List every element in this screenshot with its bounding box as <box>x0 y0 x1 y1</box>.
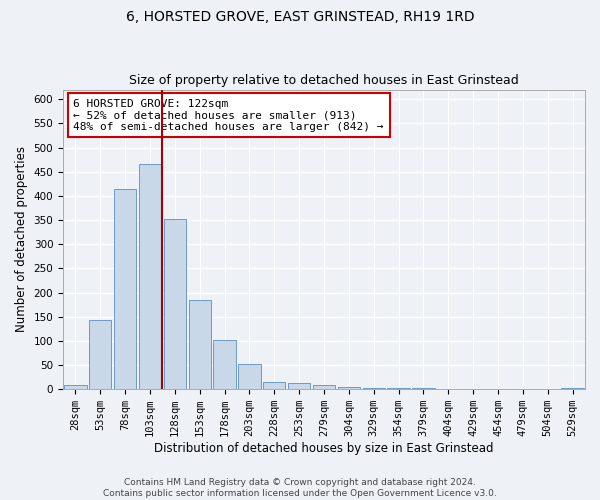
Bar <box>288 384 310 389</box>
Bar <box>313 385 335 389</box>
Bar <box>214 340 236 389</box>
Bar <box>388 388 410 389</box>
Text: Contains HM Land Registry data © Crown copyright and database right 2024.
Contai: Contains HM Land Registry data © Crown c… <box>103 478 497 498</box>
X-axis label: Distribution of detached houses by size in East Grinstead: Distribution of detached houses by size … <box>154 442 494 455</box>
Text: 6 HORSTED GROVE: 122sqm
← 52% of detached houses are smaller (913)
48% of semi-d: 6 HORSTED GROVE: 122sqm ← 52% of detache… <box>73 98 384 132</box>
Bar <box>412 388 434 389</box>
Title: Size of property relative to detached houses in East Grinstead: Size of property relative to detached ho… <box>129 74 519 87</box>
Bar <box>338 387 360 389</box>
Bar <box>164 218 186 389</box>
Bar <box>89 320 112 389</box>
Bar <box>238 364 260 389</box>
Text: 6, HORSTED GROVE, EAST GRINSTEAD, RH19 1RD: 6, HORSTED GROVE, EAST GRINSTEAD, RH19 1… <box>125 10 475 24</box>
Bar <box>263 382 286 389</box>
Bar <box>64 386 86 389</box>
Bar <box>562 388 584 389</box>
Bar <box>188 300 211 389</box>
Bar <box>114 188 136 389</box>
Y-axis label: Number of detached properties: Number of detached properties <box>15 146 28 332</box>
Bar <box>362 388 385 389</box>
Bar <box>139 164 161 389</box>
